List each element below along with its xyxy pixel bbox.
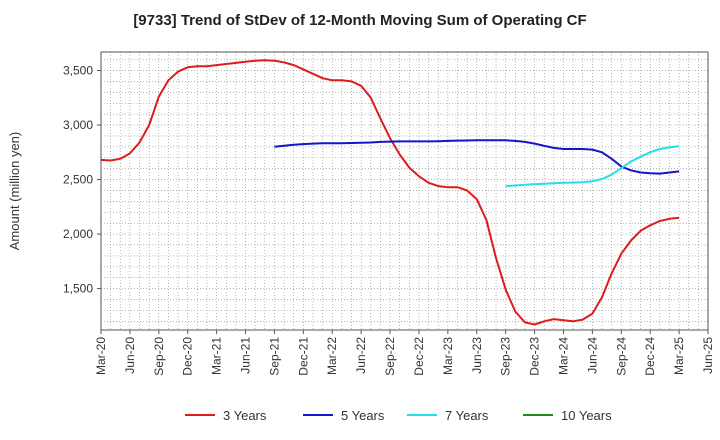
- y-tick-label: 3,500: [63, 64, 93, 78]
- x-tick-label: Sep-22: [383, 337, 397, 376]
- x-tick-label: Sep-24: [614, 337, 628, 376]
- x-tick-label: Jun-23: [470, 337, 484, 374]
- legend-label: 5 Years: [341, 408, 385, 423]
- series-line-5-years: [274, 139, 680, 175]
- x-tick-label: Mar-20: [94, 337, 108, 375]
- x-tick-label: Jun-24: [585, 337, 599, 374]
- x-tick-label: Sep-21: [267, 337, 281, 376]
- chart-title: [9733] Trend of StDev of 12-Month Moving…: [133, 12, 587, 29]
- series-line-7-years: [505, 145, 680, 188]
- x-tick-label: Mar-25: [672, 337, 686, 375]
- x-tick-label: Dec-20: [181, 337, 195, 376]
- x-tick-label: Sep-23: [499, 337, 513, 376]
- x-tick-label: Jun-22: [354, 337, 368, 374]
- x-tick-label: Mar-23: [441, 337, 455, 375]
- legend-label: 7 Years: [445, 408, 489, 423]
- x-tick-label: Mar-24: [556, 337, 570, 375]
- y-tick-label: 3,000: [63, 118, 93, 132]
- y-tick-label: 1,500: [63, 282, 93, 296]
- series-line-3-years: [100, 59, 680, 326]
- x-tick-label: Jun-20: [123, 337, 137, 374]
- x-tick-label: Jun-21: [239, 337, 253, 374]
- plot-frame: [100, 51, 709, 331]
- x-tick-label: Dec-21: [296, 337, 310, 376]
- x-tick-label: Dec-23: [528, 337, 542, 376]
- y-axis-title: Amount (million yen): [7, 132, 22, 251]
- y-tick-label: 2,500: [63, 173, 93, 187]
- legend-label: 3 Years: [223, 408, 267, 423]
- x-tick-label: Dec-24: [643, 337, 657, 376]
- x-tick-label: Mar-22: [325, 337, 339, 375]
- legend-label: 10 Years: [561, 408, 612, 423]
- x-tick-label: Sep-20: [152, 337, 166, 376]
- x-tick-label: Mar-21: [210, 337, 224, 375]
- x-tick-label: Jun-25: [701, 337, 715, 374]
- y-tick-label: 2,000: [63, 227, 93, 241]
- x-tick-label: Dec-22: [412, 337, 426, 376]
